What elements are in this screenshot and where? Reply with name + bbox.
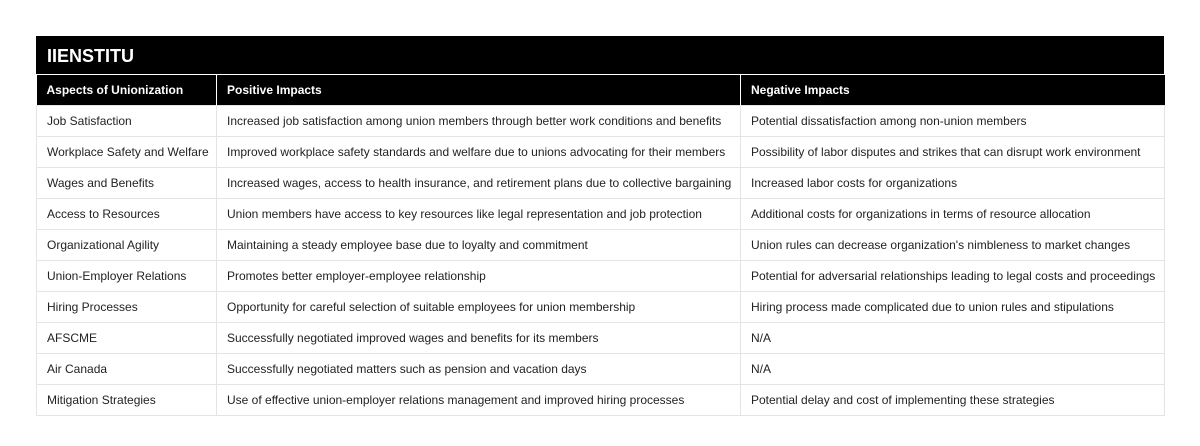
table-cell: Hiring process made complicated due to u… — [740, 291, 1165, 323]
table-cell: Union members have access to key resourc… — [216, 198, 741, 230]
table-cell: N/A — [740, 322, 1165, 354]
column-header: Negative Impacts — [740, 74, 1165, 106]
table-cell: Air Canada — [36, 353, 217, 385]
table-cell: N/A — [740, 353, 1165, 385]
data-table: Aspects of Unionization Positive Impacts N… — [36, 74, 1165, 416]
table-cell: Wages and Benefits — [36, 167, 217, 199]
table-row: Union-Employer Relations Promotes better … — [36, 260, 1165, 292]
table-cell: Successfully negotiated improved wages a… — [216, 322, 741, 354]
table-row: Organizational Agility Maintaining a stea… — [36, 229, 1165, 261]
table-cell: Successfully negotiated matters such as … — [216, 353, 741, 385]
table-cell: Mitigation Strategies — [36, 384, 217, 416]
header-row: Aspects of Unionization Positive Impacts N… — [36, 74, 1165, 106]
table-cell: Increased labor costs for organizations — [740, 167, 1165, 199]
table-cell: Union rules can decrease organization's … — [740, 229, 1165, 261]
table-cell: Improved workplace safety standards and … — [216, 136, 741, 168]
table-row: AFSCME Successfully negotiated improved w… — [36, 322, 1165, 354]
table-title: IIENSTITU — [36, 36, 1164, 74]
table-cell: Increased job satisfaction among union m… — [216, 105, 741, 137]
table-cell: Union-Employer Relations — [36, 260, 217, 292]
table-cell: Job Satisfaction — [36, 105, 217, 137]
table-card: IIENSTITU Aspects of Unionization Positiv… — [36, 36, 1165, 416]
table-row: Access to Resources Union members have ac… — [36, 198, 1165, 230]
table-cell: Promotes better employer-employee relati… — [216, 260, 741, 292]
table-row: Workplace Safety and Welfare Improved wor… — [36, 136, 1165, 168]
table-cell: Hiring Processes — [36, 291, 217, 323]
table-cell: Potential for adversarial relationships … — [740, 260, 1165, 292]
column-header: Positive Impacts — [216, 74, 741, 106]
table-cell: Possibility of labor disputes and strike… — [740, 136, 1165, 168]
table-cell: Opportunity for careful selection of sui… — [216, 291, 741, 323]
table-cell: Organizational Agility — [36, 229, 217, 261]
table-cell: Maintaining a steady employee base due t… — [216, 229, 741, 261]
table-cell: Potential dissatisfaction among non-unio… — [740, 105, 1165, 137]
table-row: Mitigation Strategies Use of effective un… — [36, 384, 1165, 416]
table-row: Hiring Processes Opportunity for careful … — [36, 291, 1165, 323]
table-cell: Additional costs for organizations in te… — [740, 198, 1165, 230]
table-cell: Increased wages, access to health insura… — [216, 167, 741, 199]
column-header: Aspects of Unionization — [36, 74, 217, 106]
table-cell: Access to Resources — [36, 198, 217, 230]
table-row: Air Canada Successfully negotiated matter… — [36, 353, 1165, 385]
table-cell: Use of effective union-employer relation… — [216, 384, 741, 416]
table-cell: Potential delay and cost of implementing… — [740, 384, 1165, 416]
table-cell: AFSCME — [36, 322, 217, 354]
table-row: Job Satisfaction Increased job satisfacti… — [36, 105, 1165, 137]
table-body: Job Satisfaction Increased job satisfacti… — [36, 105, 1165, 416]
table-cell: Workplace Safety and Welfare — [36, 136, 217, 168]
table-row: Wages and Benefits Increased wages, acces… — [36, 167, 1165, 199]
